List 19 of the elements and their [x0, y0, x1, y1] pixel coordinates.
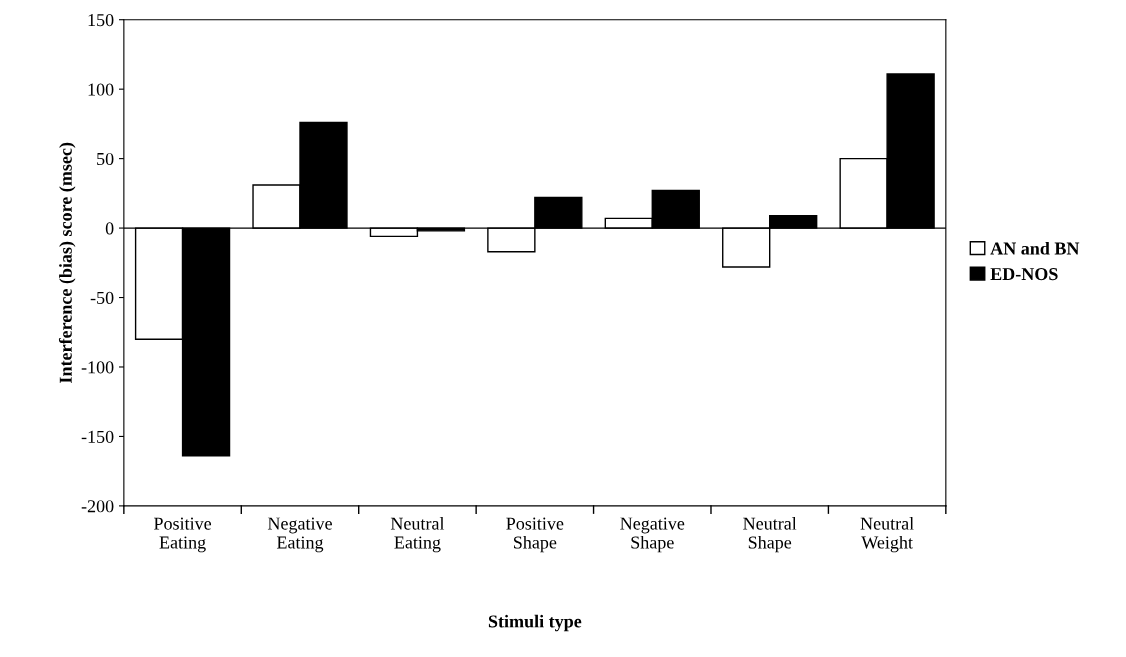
y-tick-label: 50	[97, 152, 114, 166]
x-axis-title: Stimuli type	[488, 614, 582, 632]
x-tick-label: Positive Shape	[506, 517, 564, 553]
y-tick-label: 0	[105, 222, 114, 235]
y-tick-label: 150	[88, 13, 114, 27]
x-tick-label: Neutral Shape	[743, 517, 797, 553]
x-tick-label: Neutral Weight	[860, 517, 914, 553]
y-tick-label: -100	[81, 361, 114, 374]
legend-label: AN and BN	[990, 241, 1080, 255]
y-tick-label: -150	[81, 430, 114, 443]
x-tick-label: Negative Shape	[620, 517, 685, 553]
x-tick-label: Positive Eating	[154, 517, 212, 553]
y-axis-title: Interference (bias) score (msec)	[58, 142, 76, 383]
y-tick-label: -200	[81, 500, 114, 513]
x-tick-label: Negative Eating	[267, 517, 332, 553]
legend-label: ED-NOS	[990, 268, 1058, 281]
y-tick-label: 100	[88, 83, 114, 96]
y-tick-label: -50	[90, 291, 114, 304]
x-tick-label: Neutral Eating	[390, 517, 445, 553]
